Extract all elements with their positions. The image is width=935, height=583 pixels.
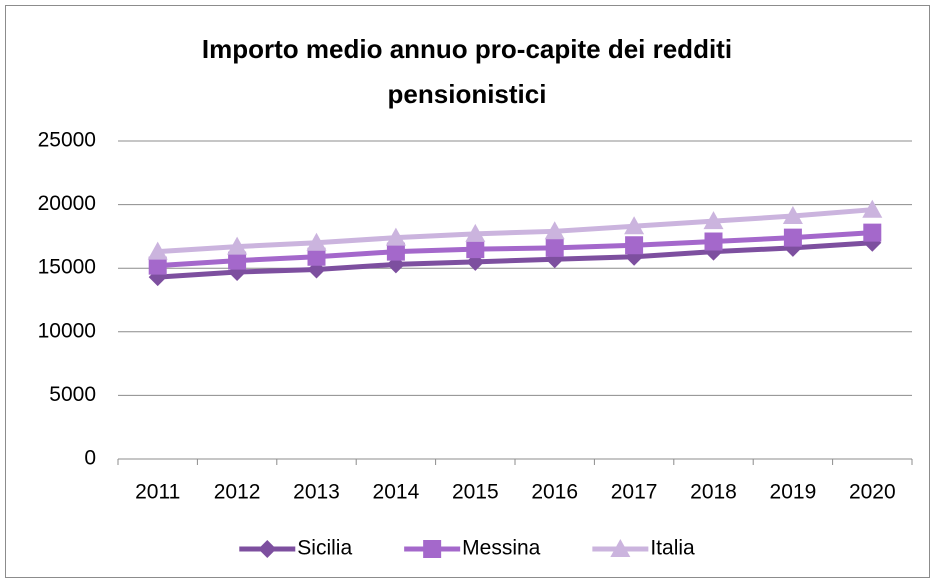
data-point [147, 241, 168, 260]
data-point [307, 247, 326, 266]
x-tick-label: 2018 [690, 481, 737, 504]
data-point [704, 232, 723, 251]
y-tick-label: 25000 [38, 129, 96, 152]
y-tick-label: 15000 [38, 256, 96, 279]
y-tick-label: 10000 [38, 319, 96, 342]
data-point [227, 236, 248, 255]
data-point [306, 232, 327, 251]
legend-label: Messina [462, 537, 541, 560]
x-tick-label: 2014 [373, 481, 420, 504]
x-tick-label: 2017 [611, 481, 658, 504]
legend-item: Messina [404, 537, 541, 560]
x-tick-label: 2011 [135, 481, 180, 504]
y-tick-label: 0 [84, 447, 96, 470]
data-point [148, 256, 167, 275]
legend-item: Italia [592, 537, 695, 560]
chart-border [5, 5, 930, 578]
data-point [625, 236, 644, 255]
data-point [228, 251, 247, 270]
x-tick-label: 2015 [452, 481, 499, 504]
data-point [703, 211, 724, 230]
series-line [157, 230, 873, 269]
x-tick-label: 2016 [531, 481, 578, 504]
data-point [465, 223, 486, 242]
data-point [625, 247, 644, 266]
data-point [386, 242, 405, 261]
data-point [385, 227, 406, 246]
data-point [544, 221, 565, 240]
y-tick-label: 20000 [38, 192, 96, 215]
legend-marker [610, 539, 631, 557]
legend-label: Sicilia [297, 537, 352, 560]
legend-marker [258, 540, 277, 558]
data-point [624, 216, 645, 235]
data-point [782, 206, 803, 225]
legend-label: Italia [650, 537, 695, 560]
data-point [545, 238, 564, 257]
series-line [157, 207, 873, 255]
x-tick-label: 2013 [293, 481, 340, 504]
legend-item: Sicilia [239, 537, 352, 560]
chart-title: Importo medio annuo pro-capite dei reddi… [201, 34, 733, 109]
data-point [783, 228, 802, 247]
series-line [157, 240, 873, 280]
y-tick-label: 5000 [49, 383, 96, 406]
data-point [466, 240, 485, 259]
x-tick-label: 2019 [770, 481, 817, 504]
x-tick-label: 2012 [214, 481, 261, 504]
data-point [862, 199, 883, 218]
data-point [863, 223, 882, 242]
legend-marker [423, 540, 442, 558]
x-tick-label: 2020 [849, 481, 896, 504]
